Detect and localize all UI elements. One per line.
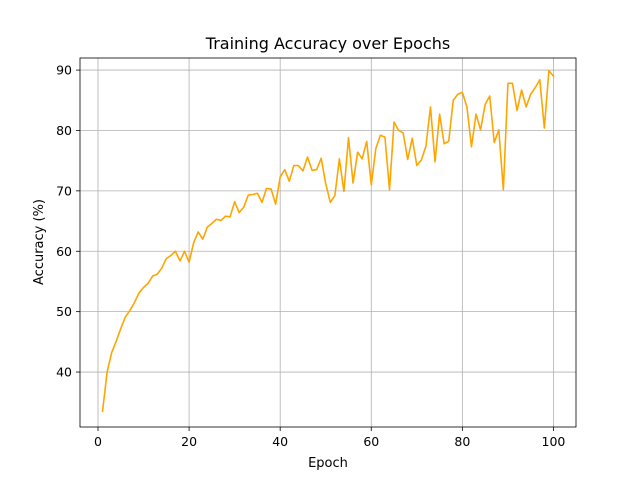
x-tick-label: 0 bbox=[94, 434, 102, 449]
y-tick-label: 40 bbox=[56, 365, 72, 380]
x-tick-label: 40 bbox=[272, 434, 288, 449]
x-tick-label: 100 bbox=[542, 434, 566, 449]
y-tick-label: 90 bbox=[56, 63, 72, 78]
x-axis-label: Epoch bbox=[308, 456, 348, 471]
grid-layer bbox=[80, 58, 576, 427]
series-line bbox=[101, 69, 555, 413]
y-tick-label: 60 bbox=[56, 244, 72, 259]
series-layer bbox=[101, 69, 555, 413]
y-tick-label: 50 bbox=[56, 304, 72, 319]
x-tick-label: 20 bbox=[181, 434, 197, 449]
chart-title: Training Accuracy over Epochs bbox=[205, 34, 450, 53]
y-tick-label: 80 bbox=[56, 123, 72, 138]
x-axis-ticks: 0 20 40 60 80 100 bbox=[94, 427, 565, 449]
y-axis-label: Accuracy (%) bbox=[32, 199, 47, 285]
x-tick-label: 60 bbox=[363, 434, 379, 449]
plot-frame bbox=[79, 57, 577, 428]
x-tick-label: 80 bbox=[454, 434, 470, 449]
y-axis-ticks: 40 50 60 70 80 90 bbox=[56, 63, 80, 380]
y-tick-label: 70 bbox=[56, 183, 72, 198]
